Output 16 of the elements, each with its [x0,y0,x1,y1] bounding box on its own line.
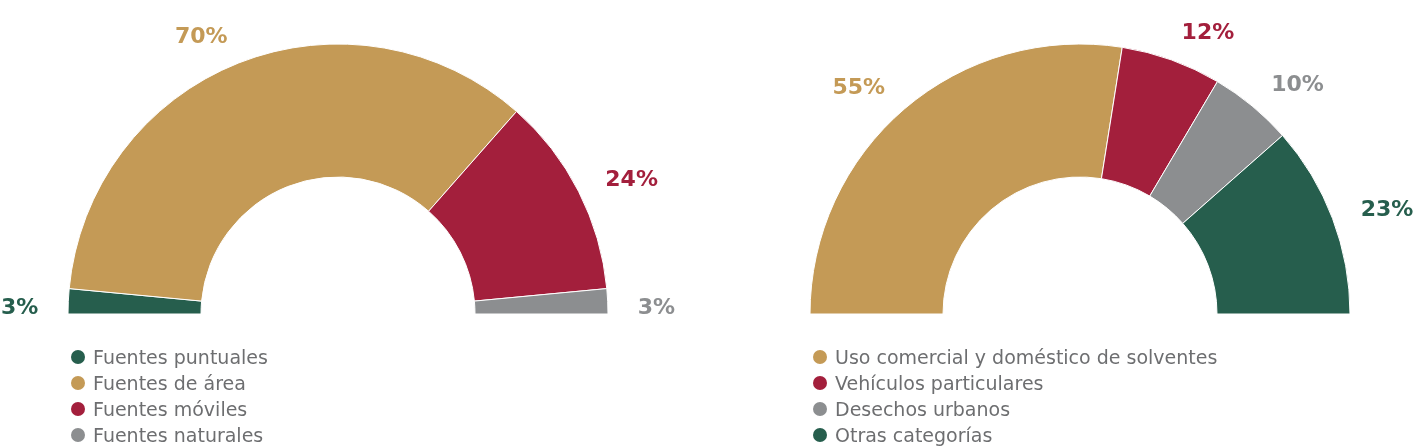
legend-label: Fuentes de área [93,371,246,394]
legend-label: Fuentes naturales [93,423,264,446]
data-label: 3% [637,293,676,319]
data-label: 10% [1271,70,1324,96]
legend-label: Fuentes puntuales [93,345,268,368]
data-label: 55% [832,73,886,99]
legend-label: Desechos urbanos [835,397,1011,420]
legend-label: Uso comercial y doméstico de solventes [835,345,1218,368]
data-label: 23% [1360,195,1414,221]
data-label: 70% [174,22,228,48]
legend-label: Otras categorías [835,423,993,446]
data-label: 3% [0,293,39,319]
legend-label: Vehículos particulares [835,371,1044,394]
data-label: 24% [605,165,658,191]
data-label: 12% [1181,19,1235,45]
legend-label: Fuentes móviles [93,397,248,420]
